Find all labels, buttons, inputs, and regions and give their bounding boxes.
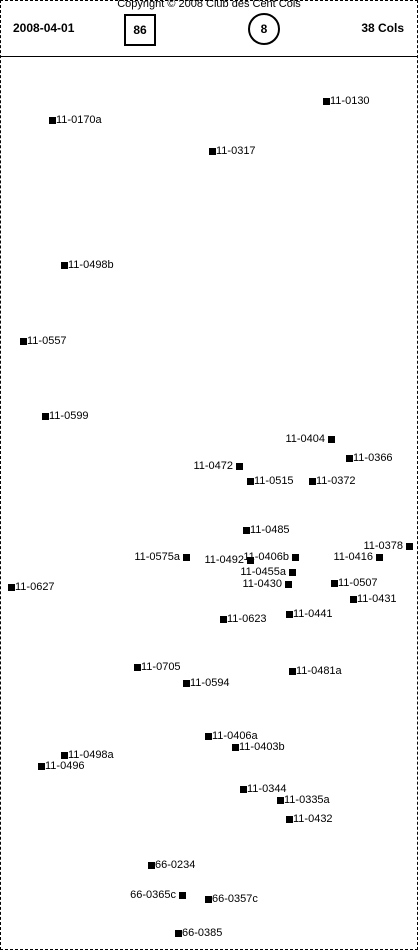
col-marker (277, 797, 284, 804)
col-label: 11-0599 (49, 410, 89, 422)
col-marker (328, 436, 335, 443)
col-marker (376, 554, 383, 561)
boxed-count: 86 (124, 14, 156, 46)
col-label: 11-0455a (240, 566, 286, 578)
col-label: 11-0130 (330, 95, 370, 107)
col-label: 11-0416 (333, 551, 373, 563)
col-label: 11-0575a (134, 551, 180, 563)
col-label: 66-0365c (130, 889, 176, 901)
col-label: 11-0344 (247, 783, 287, 795)
col-marker (247, 478, 254, 485)
col-marker (205, 733, 212, 740)
col-label: 11-0317 (216, 145, 256, 157)
col-label: 11-0594 (190, 677, 230, 689)
col-marker (38, 763, 45, 770)
col-label: 11-0404 (285, 433, 325, 445)
col-marker (323, 98, 330, 105)
col-marker (49, 117, 56, 124)
col-marker (286, 816, 293, 823)
col-label: 11-0623 (227, 613, 267, 625)
col-marker (309, 478, 316, 485)
col-label: 11-0485 (250, 524, 290, 536)
col-marker (20, 338, 27, 345)
copyright-text: Copyright © 2008 Club des Cent Cols (117, 0, 301, 10)
col-label: 66-0385 (182, 927, 223, 939)
col-label: 66-0357c (212, 893, 258, 905)
col-marker (236, 463, 243, 470)
col-label: 11-0170a (56, 114, 102, 126)
col-marker (209, 148, 216, 155)
cols-count: 38 Cols (361, 21, 404, 35)
col-marker (350, 596, 357, 603)
col-label: 11-0406a (212, 730, 258, 742)
col-marker (183, 554, 190, 561)
col-label: 11-0403b (239, 741, 285, 753)
col-marker (406, 543, 413, 550)
col-marker (205, 896, 212, 903)
col-marker (232, 744, 239, 751)
col-label: 11-0406b (243, 551, 289, 563)
col-label: 11-0498b (68, 259, 114, 271)
col-label: 11-0378 (363, 540, 403, 552)
col-label: 11-0372 (316, 475, 356, 487)
col-marker (175, 930, 182, 937)
col-marker (346, 455, 353, 462)
header-divider (0, 56, 418, 57)
col-marker (240, 786, 247, 793)
col-label: 11-0557 (27, 335, 67, 347)
col-marker (289, 569, 296, 576)
col-marker (292, 554, 299, 561)
col-marker (220, 616, 227, 623)
col-marker (331, 580, 338, 587)
col-label: 11-0366 (353, 452, 393, 464)
col-marker (286, 611, 293, 618)
col-label: 11-0496 (45, 760, 85, 772)
col-label: 66-0234 (155, 859, 196, 871)
col-marker (285, 581, 292, 588)
col-marker (289, 668, 296, 675)
col-marker (42, 413, 49, 420)
col-label: 11-0472 (193, 460, 233, 472)
col-marker (61, 262, 68, 269)
col-label: 11-0432 (293, 813, 333, 825)
col-label: 11-0431 (357, 593, 397, 605)
col-marker (148, 862, 155, 869)
col-marker (183, 680, 190, 687)
col-label: 11-0507 (338, 577, 378, 589)
col-marker (247, 557, 254, 564)
circled-count: 8 (248, 13, 280, 45)
col-label: 11-0515 (254, 475, 294, 487)
col-label: 11-0441 (293, 608, 333, 620)
col-marker (61, 752, 68, 759)
col-label: 11-0492 (204, 554, 244, 566)
col-label: 11-0481a (296, 665, 342, 677)
col-marker (179, 892, 186, 899)
col-label: 11-0498a (68, 749, 114, 761)
col-label: 11-0627 (15, 581, 55, 593)
col-label: 11-0335a (284, 794, 330, 806)
col-marker (243, 527, 250, 534)
col-marker (8, 584, 15, 591)
col-label: 11-0430 (242, 578, 282, 590)
map-date: 2008-04-01 (13, 21, 75, 35)
col-marker (134, 664, 141, 671)
col-label: 11-0705 (141, 661, 181, 673)
